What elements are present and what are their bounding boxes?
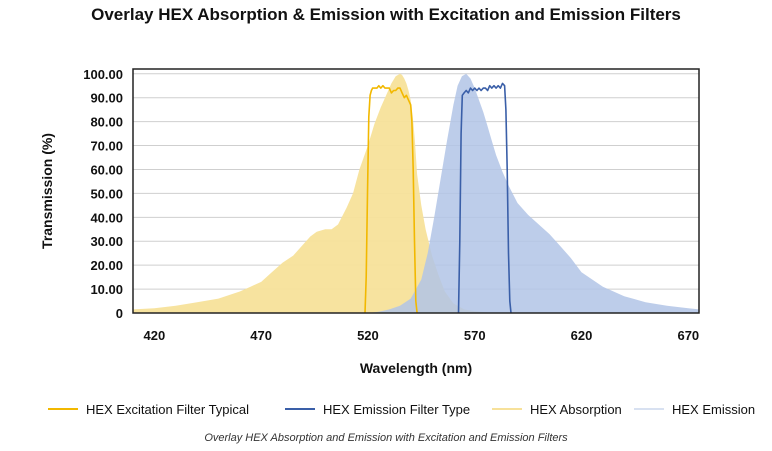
legend-label-excitation-filter: HEX Excitation Filter Typical bbox=[86, 401, 250, 417]
chart-title: Overlay HEX Absorption & Emission with E… bbox=[91, 5, 681, 24]
legend-label-absorption: HEX Absorption bbox=[530, 401, 622, 417]
legend-swatch-excitation-filter bbox=[48, 408, 78, 410]
legend: HEX Excitation Filter Typical HEX Emissi… bbox=[0, 398, 772, 420]
x-tick-label-2: 520 bbox=[357, 328, 379, 343]
line-series bbox=[364, 82, 512, 314]
legend-label-emission: HEX Emission bbox=[672, 401, 756, 417]
legend-swatch-absorption bbox=[492, 408, 522, 410]
plot-frame bbox=[132, 68, 700, 314]
line-hex-excitation-filter-typical bbox=[364, 84, 418, 314]
area-hex-emission bbox=[367, 73, 699, 313]
x-tick-label-1: 470 bbox=[250, 328, 272, 343]
legend-item-emission-filter: HEX Emission Filter Type bbox=[285, 398, 470, 420]
line-hex-emission-filter-type bbox=[457, 82, 512, 314]
legend-label-emission-filter: HEX Emission Filter Type bbox=[323, 401, 471, 417]
y-tick-label-1: 10.00 bbox=[90, 282, 123, 297]
y-tick-label-2: 20.00 bbox=[90, 258, 123, 273]
figure-caption: Overlay HEX Absorption and Emission with… bbox=[204, 432, 568, 444]
y-tick-label-6: 60.00 bbox=[90, 162, 123, 177]
y-tick-label-7: 70.00 bbox=[90, 139, 123, 154]
legend-swatch-emission bbox=[634, 408, 664, 410]
y-tick-label-5: 50.00 bbox=[90, 186, 123, 201]
x-axis-title: Wavelength (nm) bbox=[360, 360, 472, 376]
legend-item-absorption: HEX Absorption bbox=[492, 398, 622, 420]
x-tick-label-4: 620 bbox=[571, 328, 593, 343]
y-tick-label-10: 100.00 bbox=[83, 67, 123, 82]
x-tick-labels: 420 470 520 570 620 670 bbox=[144, 328, 700, 343]
y-tick-label-4: 40.00 bbox=[90, 210, 123, 225]
y-axis-title: Transmission (%) bbox=[39, 133, 55, 249]
y-tick-label-3: 30.00 bbox=[90, 234, 123, 249]
x-tick-label-3: 570 bbox=[464, 328, 486, 343]
y-tick-label-9: 90.00 bbox=[90, 91, 123, 106]
y-tick-labels: 0 10.00 20.00 30.00 40.00 50.00 60.00 70.00 80.0… bbox=[83, 67, 123, 321]
legend-item-emission: HEX Emission bbox=[634, 398, 755, 420]
area-series bbox=[133, 73, 699, 313]
x-tick-label-0: 420 bbox=[144, 328, 166, 343]
plot-border bbox=[132, 68, 700, 314]
y-tick-label-0: 0 bbox=[116, 306, 123, 321]
legend-item-excitation-filter: HEX Excitation Filter Typical bbox=[48, 398, 249, 420]
legend-swatch-emission-filter bbox=[285, 408, 315, 410]
x-tick-label-5: 670 bbox=[677, 328, 699, 343]
area-hex-absorption bbox=[133, 73, 497, 313]
y-tick-label-8: 80.00 bbox=[90, 115, 123, 130]
